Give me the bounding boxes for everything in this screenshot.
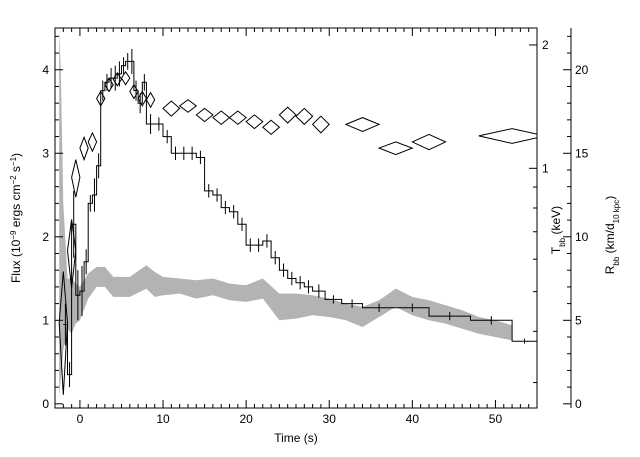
radius-band [59, 28, 513, 396]
temperature-diamond [87, 131, 98, 153]
temperature-diamond [96, 90, 106, 107]
x-tick-label: 10 [156, 412, 170, 426]
x-tick-label: 30 [323, 412, 337, 426]
flux-tick-label: 0 [42, 397, 49, 411]
flux-axis-title-part: s [9, 166, 23, 175]
radius-axis-title-part: 10 kpc [612, 200, 621, 224]
flux-tick-label: 4 [42, 63, 49, 77]
temperature-diamond [129, 83, 139, 100]
temperature-diamond [71, 159, 81, 198]
temperature-diamond [212, 110, 231, 126]
temperature-diamond [228, 110, 247, 126]
x-tick-label: 40 [406, 412, 420, 426]
temperature-diamond [79, 135, 89, 162]
temperature-diamond [137, 90, 147, 107]
x-tick-label: 20 [239, 412, 253, 426]
radius-tick-label: 0 [575, 397, 582, 411]
temperature-diamond [112, 71, 123, 87]
temperature-diamond [311, 115, 330, 134]
temperature-diamond [377, 141, 414, 156]
flux-axis-title-part: ergs cm [9, 185, 23, 231]
temperature-diamond [278, 106, 297, 124]
radius-tick-label: 15 [575, 146, 589, 160]
flux-step-layer [63, 48, 537, 388]
flux-tick-label: 2 [42, 230, 49, 244]
temperature-diamond-layer [58, 70, 537, 395]
temperature-diamond [195, 107, 214, 123]
flux-axis-title-part: ) [9, 153, 23, 157]
temperature-diamond [245, 114, 264, 130]
temperature-diamond [295, 107, 314, 126]
temperature-diamond [478, 128, 537, 144]
radius-axis-title-part: R [603, 265, 617, 274]
temperature-diamond [58, 271, 69, 395]
radius-tick-label: 20 [575, 63, 589, 77]
temperature-diamond [344, 117, 381, 133]
radius-axis-title: Rbb (km/d10 kpc) [603, 196, 621, 275]
flux-axis-title-part: −2 [9, 175, 18, 185]
temperature-diamond [145, 91, 156, 109]
temperature-diamond [104, 77, 114, 93]
temperature-axis-title-part: bb [558, 237, 567, 246]
radius-tick-label: 5 [575, 313, 582, 327]
temperature-diamond [120, 70, 131, 86]
flux-axis-title-part: −9 [9, 230, 18, 240]
flux-axis-title-part: −1 [9, 156, 18, 166]
radius-tick-label: 10 [575, 230, 589, 244]
temperature-diamond [178, 99, 198, 113]
radius-axis-title-part: bb [612, 256, 621, 265]
x-tick-label: 50 [489, 412, 503, 426]
temperature-axis-title: Tbb (keV) [549, 206, 567, 254]
temperature-axis-title-part: T [549, 246, 563, 254]
flux-axis-title-part: Flux (10 [9, 239, 23, 283]
radius-axis-title-part: (km/d [603, 223, 617, 256]
temperature-diamond [411, 133, 447, 151]
flux-tick-label: 1 [42, 313, 49, 327]
flux-axis-title: Flux (10−9 ergs cm−2 s−1) [9, 153, 24, 283]
axes-layer [54, 27, 572, 409]
radius-axis-title-part: ) [603, 196, 617, 200]
radius-band-layer [59, 28, 513, 396]
flux-step-line [63, 60, 537, 376]
temperature-diamond [262, 119, 281, 136]
temperature-diamond [162, 100, 181, 117]
x-tick-label: 0 [77, 412, 84, 426]
temperature-axis-title-part: (keV) [549, 206, 563, 238]
temperature-tick-label: 1 [542, 161, 549, 175]
flux-tick-label: 3 [42, 146, 49, 160]
x-axis-title: Time (s) [274, 431, 318, 445]
plot-frame [54, 27, 538, 409]
temperature-diamond [66, 219, 77, 289]
temperature-tick-label: 2 [542, 38, 549, 52]
